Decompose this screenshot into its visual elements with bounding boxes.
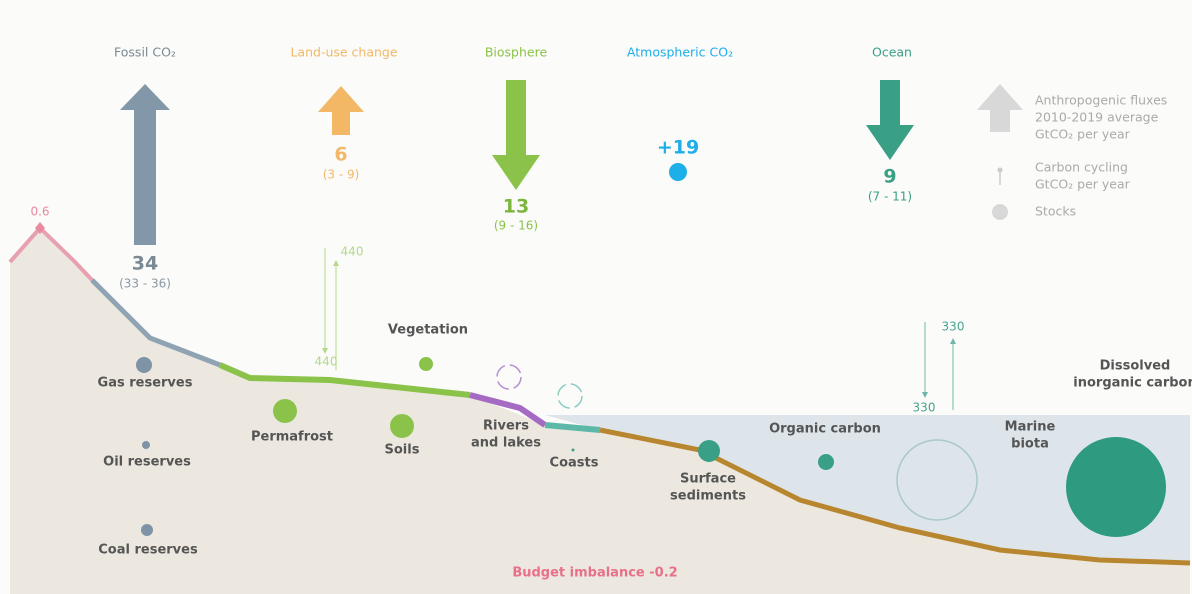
legend-label: Stocks (1035, 204, 1076, 219)
stock-label: Surface (680, 472, 736, 487)
stock-label: Coal reserves (98, 543, 198, 558)
stock-label: biota (1011, 437, 1049, 452)
flux-label: Ocean (872, 45, 912, 60)
stock-label: Oil reserves (103, 455, 191, 470)
cycle-value: 440 (315, 355, 338, 369)
stock-label: Permafrost (251, 430, 333, 445)
cycle-value: 330 (942, 320, 965, 334)
flux-value: 6 (334, 144, 347, 166)
flux-value: 13 (503, 196, 529, 218)
legend-cycle (998, 168, 1003, 173)
stock-label: Soils (385, 443, 420, 458)
stock-label: inorganic carbon (1073, 376, 1192, 391)
stock (390, 414, 414, 438)
stock (141, 524, 153, 536)
stock-label: sediments (670, 489, 746, 504)
stock (142, 441, 150, 449)
flux-label: Land-use change (290, 45, 397, 60)
flux-range: (3 - 9) (323, 168, 360, 182)
stock (818, 454, 834, 470)
flux-value: 34 (132, 253, 158, 275)
stock (419, 357, 433, 371)
stock-label: Gas reserves (98, 376, 193, 391)
budget-imbalance: Budget imbalance -0.2 (512, 566, 677, 581)
flux-range: (9 - 16) (494, 219, 538, 233)
stock (572, 449, 575, 452)
stock (136, 357, 152, 373)
legend-label: GtCO₂ per year (1035, 177, 1131, 192)
legend-stock (992, 204, 1008, 220)
flux-value: 9 (883, 166, 896, 188)
flux-label: Atmospheric CO₂ (627, 45, 733, 60)
legend-label: Anthropogenic fluxes (1035, 93, 1167, 108)
flux-label: Biosphere (485, 45, 548, 60)
flux-value: +19 (657, 137, 699, 159)
flux-label: Fossil CO₂ (114, 45, 176, 60)
cycle-value: 330 (913, 401, 936, 415)
atmosphere-stock (669, 163, 687, 181)
stock-label: Rivers (483, 419, 529, 434)
stock-label: Vegetation (388, 323, 468, 338)
stock-label: and lakes (471, 436, 541, 451)
stock-label: Coasts (550, 456, 599, 471)
stock (1066, 437, 1166, 537)
peak-label: 0.6 (30, 205, 49, 219)
flux-range: (7 - 11) (868, 190, 912, 204)
cycle-value: 440 (341, 245, 364, 259)
stock-label: Organic carbon (769, 422, 881, 437)
legend-label: GtCO₂ per year (1035, 127, 1131, 142)
stock (273, 399, 297, 423)
flux-range: (33 - 36) (119, 277, 171, 291)
carbon-budget-diagram: 0.6 Fossil CO₂ 34 (33 - 36) Land-use cha… (0, 0, 1192, 594)
legend-label: Carbon cycling (1035, 160, 1128, 175)
stock-label: Dissolved (1100, 359, 1171, 374)
stock (698, 440, 720, 462)
legend-label: 2010-2019 average (1035, 110, 1159, 125)
stock-label: Marine (1005, 420, 1056, 435)
